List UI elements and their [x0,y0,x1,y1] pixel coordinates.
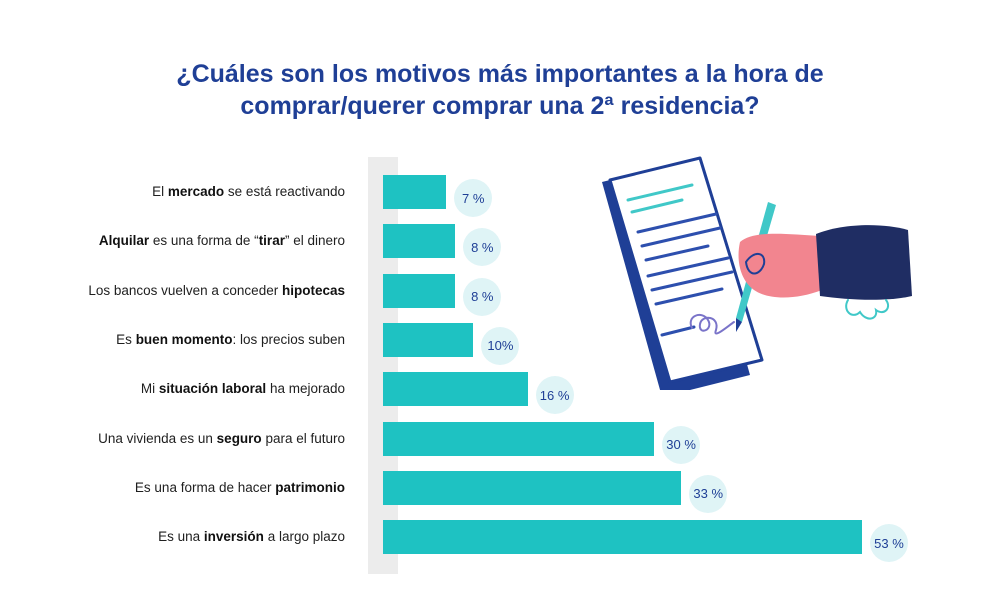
bar [383,322,474,357]
category-label: El mercado se está reactivando [152,184,345,199]
bar [383,372,528,407]
value-label: 10% [481,326,520,365]
bar [383,520,862,555]
value-label: 33 % [689,474,728,513]
value-label: 30 % [662,425,701,464]
document-signing-illustration [602,156,912,390]
sleeve [816,225,912,300]
bar [383,470,682,505]
hand [738,233,822,298]
signature-scribble [689,313,735,335]
chart-title-line-1: ¿Cuáles son los motivos más importantes … [176,60,824,88]
category-label: Es una forma de hacer patrimonio [134,479,345,495]
value-label: 8 % [463,277,502,316]
category-label: Los bancos vuelven a conceder hipotecas [88,282,345,298]
category-label: Mi situación laboral ha mejorado [140,381,345,397]
value-label: 7 % [454,179,493,217]
cuff-scribble [845,299,890,320]
value-label: 8 % [463,228,502,267]
category-label: Es una inversión a largo plazo [158,529,345,545]
bar [383,273,456,308]
document-paper [608,156,764,384]
category-label: Alquilar es una forma de “tirar” el dine… [98,233,345,249]
bar [383,224,456,259]
value-label: 16 % [535,376,574,415]
bar [383,421,655,456]
chart-title-line-2: comprar/querer comprar una 2ª residencia… [240,92,760,120]
value-label: 53 % [870,524,908,563]
category-label: Una vivienda es un seguro para el futuro [98,430,345,446]
category-label: Es buen momento: los precios suben [116,331,345,347]
chart-title: ¿Cuáles son los motivos más importantes … [130,58,870,122]
bar [383,175,447,209]
